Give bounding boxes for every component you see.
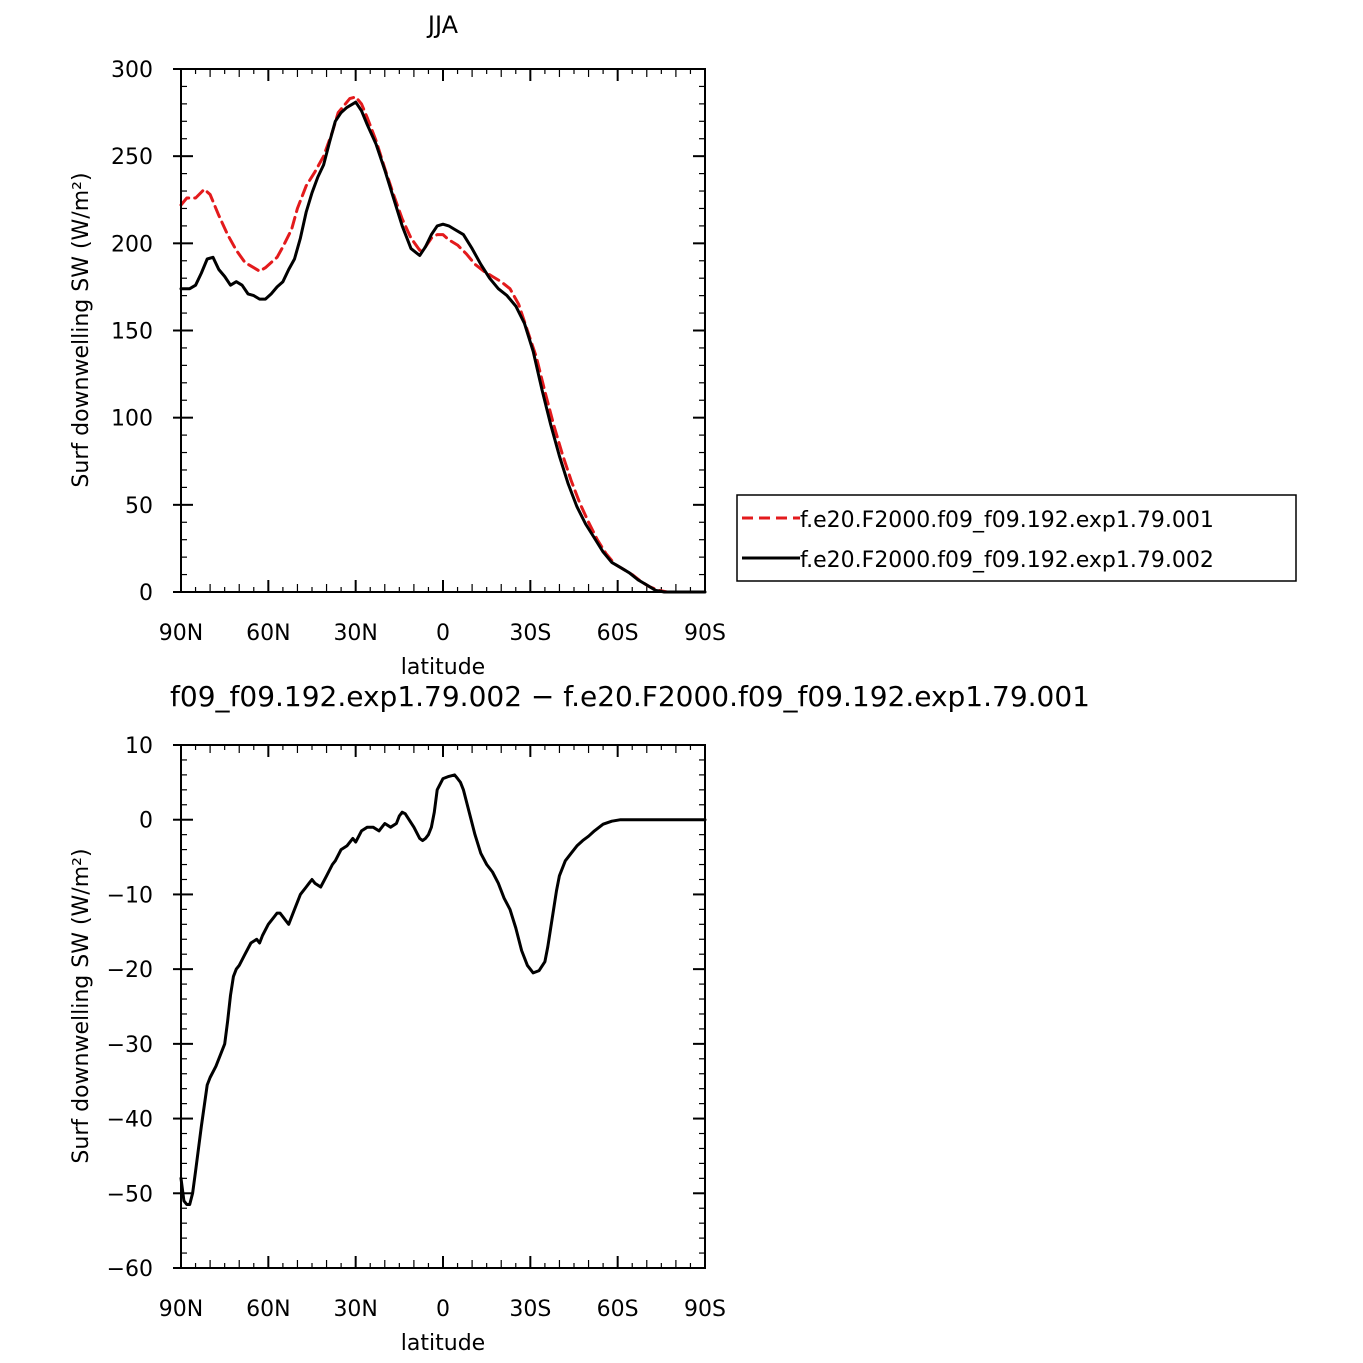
bottom-axis-ticks: 90N 60N 30N 0 30S 60S 90S −60 −50 −40 −30 −20 −10 0 10 xyxy=(107,734,726,1322)
top-x-tick-label: 90N xyxy=(159,621,203,646)
bottom-panel: f09_f09.192.exp1.79.002 − f.e20.F2000.f0… xyxy=(69,680,1090,1356)
top-y-axis-label: Surf downwelling SW (W/m²) xyxy=(69,172,94,487)
top-y-tick-label: 250 xyxy=(111,145,153,170)
bottom-x-tick-label: 90S xyxy=(684,1297,726,1322)
top-y-tick-label: 150 xyxy=(111,320,153,345)
bottom-series-line-0 xyxy=(179,773,707,1206)
bottom-x-tick-label: 0 xyxy=(436,1297,450,1322)
top-x-tick-label: 0 xyxy=(436,621,450,646)
top-y-tick-label: 50 xyxy=(125,494,153,519)
bottom-y-tick-label: −30 xyxy=(107,1033,153,1058)
bottom-x-tick-label: 60S xyxy=(597,1297,639,1322)
bottom-chart-title: f09_f09.192.exp1.79.002 − f.e20.F2000.f0… xyxy=(170,680,1090,713)
bottom-x-tick-label: 30S xyxy=(509,1297,551,1322)
top-x-axis-label: latitude xyxy=(401,655,485,680)
bottom-y-tick-label: 0 xyxy=(139,809,153,834)
top-series-layer xyxy=(179,95,707,594)
top-x-tick-label: 60S xyxy=(597,621,639,646)
bottom-y-tick-label: 10 xyxy=(125,734,153,759)
top-axis-ticks: 90N 60N 30N 0 30S 60S 90S 0 50 100 150 200 250 300 xyxy=(111,58,726,646)
bottom-x-axis-label: latitude xyxy=(401,1331,485,1356)
bottom-y-tick-label: −10 xyxy=(107,883,153,908)
top-x-tick-label: 90S xyxy=(684,621,726,646)
legend: f.e20.F2000.f09_f09.192.exp1.79.001 f.e2… xyxy=(736,494,1297,582)
top-panel: JJA latitude Surf downwelling SW (W/m²) … xyxy=(69,11,726,680)
bottom-plot-frame xyxy=(180,744,706,1269)
top-plot-frame xyxy=(180,68,706,593)
legend-label-exp002: f.e20.F2000.f09_f09.192.exp1.79.002 xyxy=(800,548,1214,573)
top-x-tick-label: 60N xyxy=(246,621,290,646)
bottom-y-tick-label: −20 xyxy=(107,958,153,983)
top-chart-title: JJA xyxy=(426,11,459,39)
bottom-x-tick-label: 60N xyxy=(246,1297,290,1322)
bottom-y-tick-label: −50 xyxy=(107,1182,153,1207)
bottom-x-tick-label: 90N xyxy=(159,1297,203,1322)
bottom-x-tick-label: 30N xyxy=(333,1297,377,1322)
top-y-tick-label: 300 xyxy=(111,58,153,83)
top-series-line-1 xyxy=(179,100,707,594)
bottom-series-layer xyxy=(179,773,707,1206)
top-y-tick-label: 0 xyxy=(139,581,153,606)
top-x-tick-label: 30N xyxy=(333,621,377,646)
top-y-tick-label: 200 xyxy=(111,232,153,257)
legend-box xyxy=(736,494,1297,582)
legend-label-exp001: f.e20.F2000.f09_f09.192.exp1.79.001 xyxy=(800,508,1214,533)
bottom-y-axis-label: Surf downwelling SW (W/m²) xyxy=(69,848,94,1163)
bottom-y-tick-label: −60 xyxy=(107,1257,153,1282)
top-x-tick-label: 30S xyxy=(509,621,551,646)
top-y-tick-label: 100 xyxy=(111,407,153,432)
top-series-line-0 xyxy=(179,95,707,594)
bottom-y-tick-label: −40 xyxy=(107,1108,153,1133)
